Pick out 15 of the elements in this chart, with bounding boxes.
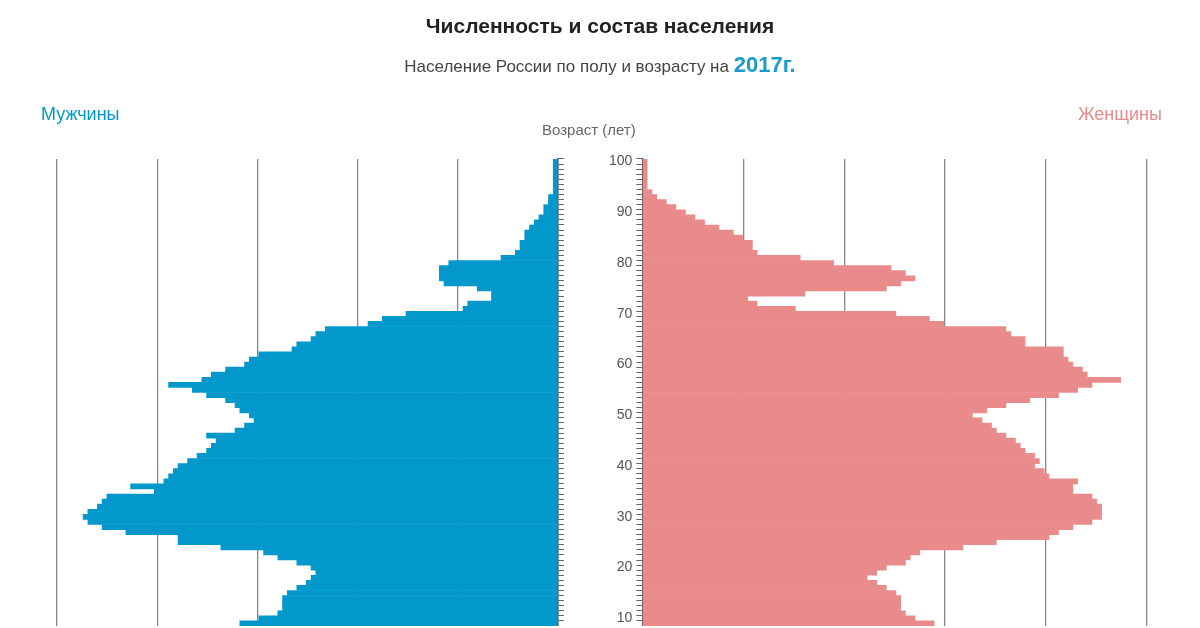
y-tick-label: 80 <box>616 253 633 270</box>
y-tick-label: 30 <box>616 507 633 524</box>
y-tick-label: 90 <box>616 203 633 220</box>
text: Мужчины <box>41 104 120 125</box>
y-tick-label: 40 <box>616 456 633 473</box>
y-tick-label: 60 <box>616 355 633 372</box>
y-tick-label: 10 <box>616 609 633 626</box>
y-axis-title: Возраст (лет) <box>542 121 636 138</box>
chart-subtitle: Население России по полу и возрасту на 2017г. <box>403 52 797 78</box>
y-tick-label: 20 <box>616 558 633 575</box>
y-tick-label: 100 <box>609 152 633 169</box>
y-tick-label: 70 <box>616 304 633 321</box>
text: Женщины <box>1077 104 1162 125</box>
y-tick-label: 50 <box>616 406 633 423</box>
text: Численность и состав населения <box>424 14 776 38</box>
